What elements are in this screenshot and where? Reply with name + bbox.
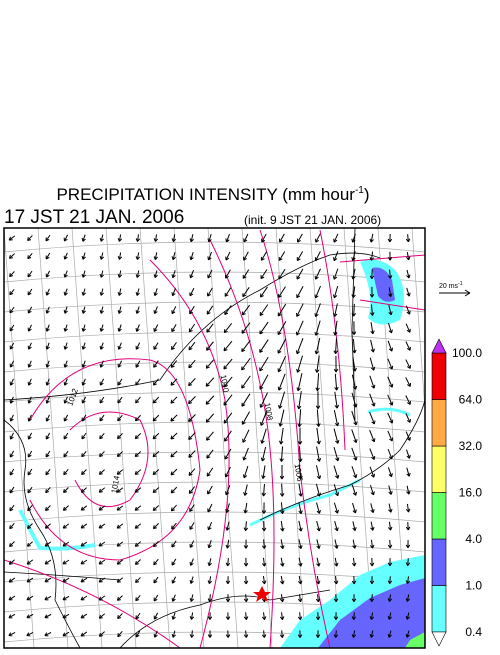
wind-arrow <box>281 446 282 461</box>
colorbar-label: 32.0 <box>459 439 483 453</box>
wind-arrow <box>317 409 318 426</box>
wind-arrow <box>335 374 336 390</box>
grid-line <box>4 422 425 432</box>
grid-line <box>4 332 425 342</box>
isobar-label: 1008 <box>262 402 274 422</box>
colorbar-segment <box>432 353 446 400</box>
grid-line <box>4 512 425 522</box>
wind-arrow <box>225 305 232 314</box>
grid-line <box>4 452 425 462</box>
valid-time: 17 JST 21 JAN. 2006 <box>4 207 184 228</box>
grid-line <box>4 362 425 372</box>
title-text: PRECIPITATION INTENSITY (mm hour <box>56 185 355 204</box>
wind-arrow <box>297 304 303 317</box>
wind-arrow <box>354 304 355 316</box>
wind-arrow <box>282 484 283 497</box>
title: PRECIPITATION INTENSITY (mm hour-1) <box>56 185 369 204</box>
colorbar-segment <box>432 446 446 493</box>
grid-line <box>208 228 238 648</box>
wind-arrow <box>279 287 286 298</box>
wind-arrow <box>299 409 300 426</box>
wind-arrow <box>224 323 231 332</box>
wind-arrow <box>242 358 251 370</box>
wind-arrow <box>243 430 249 443</box>
colorbar-segment <box>432 586 446 633</box>
init-time: (init. 9 JST 21 JAN. 2006) <box>244 213 381 227</box>
wind-arrow <box>189 378 196 385</box>
wind-arrow <box>317 373 318 391</box>
wind-arrow <box>336 338 337 353</box>
grid-line <box>310 228 340 648</box>
grid-line <box>480 228 500 648</box>
grid-line <box>72 228 102 648</box>
wind-arrow <box>260 357 268 371</box>
isobar-label: 1012 <box>65 387 80 407</box>
isobar <box>260 230 330 648</box>
isobar-label: 1014 <box>110 474 122 494</box>
wind-arrow <box>260 305 268 316</box>
isobar <box>30 359 200 560</box>
colorbar-segment <box>432 493 446 540</box>
vector-scale-text: 20 ms <box>439 283 459 290</box>
isobar-label: 1010 <box>218 374 230 394</box>
wind-arrow <box>279 374 285 390</box>
wind-arrow <box>260 340 268 353</box>
colorbar-label: 1.0 <box>465 579 482 593</box>
wind-arrow <box>189 396 196 403</box>
wind-arrow <box>297 338 303 354</box>
wind-arrow <box>297 321 303 335</box>
wind-arrow <box>242 340 250 351</box>
wind-arrow <box>207 432 214 440</box>
grid-line <box>4 272 425 282</box>
grid-line <box>276 228 306 648</box>
colorbar-over <box>432 339 446 353</box>
wind-arrow <box>224 341 232 351</box>
wind-arrow <box>242 376 251 388</box>
coastline <box>4 420 80 648</box>
colorbar-label: 16.0 <box>459 486 483 500</box>
wind-arrow <box>260 375 268 389</box>
wind-arrow <box>279 392 284 409</box>
vector-scale-label: 20 ms-1 <box>439 281 463 290</box>
vector-scale-superscript: -1 <box>458 281 463 287</box>
colorbar-under <box>432 632 446 646</box>
colorbar-label: 100.0 <box>452 346 482 360</box>
grid-line <box>106 228 136 648</box>
grid-line <box>4 242 425 252</box>
wind-arrow <box>242 394 250 407</box>
wind-arrow <box>206 360 213 369</box>
wind-arrow <box>224 359 232 369</box>
wind-arrow <box>206 396 214 405</box>
wind-arrow <box>206 378 214 387</box>
isobar <box>150 260 229 648</box>
colorbar: 0.4 1.0 4.0 16.0 32.0 64.0 100.0 <box>432 339 482 646</box>
wind-arrow <box>206 414 213 422</box>
wind-arrow <box>242 305 249 315</box>
wind-arrow <box>260 322 268 334</box>
grid-line <box>4 482 425 492</box>
precip-band <box>368 409 410 415</box>
colorbar-label: 4.0 <box>465 532 482 546</box>
vector-scale: 20 ms-1 <box>439 281 470 296</box>
wind-arrow <box>297 286 303 297</box>
colorbar-segment <box>432 400 446 447</box>
colorbar-label: 64.0 <box>459 393 483 407</box>
isobar <box>210 240 274 648</box>
border-line <box>4 572 120 580</box>
wind-arrow <box>278 356 285 372</box>
colorbar-label: 0.4 <box>465 625 482 639</box>
wind-arrow <box>261 287 268 297</box>
title-close: ) <box>364 185 370 204</box>
grid-line <box>38 228 68 648</box>
colorbar-segment <box>432 539 446 586</box>
